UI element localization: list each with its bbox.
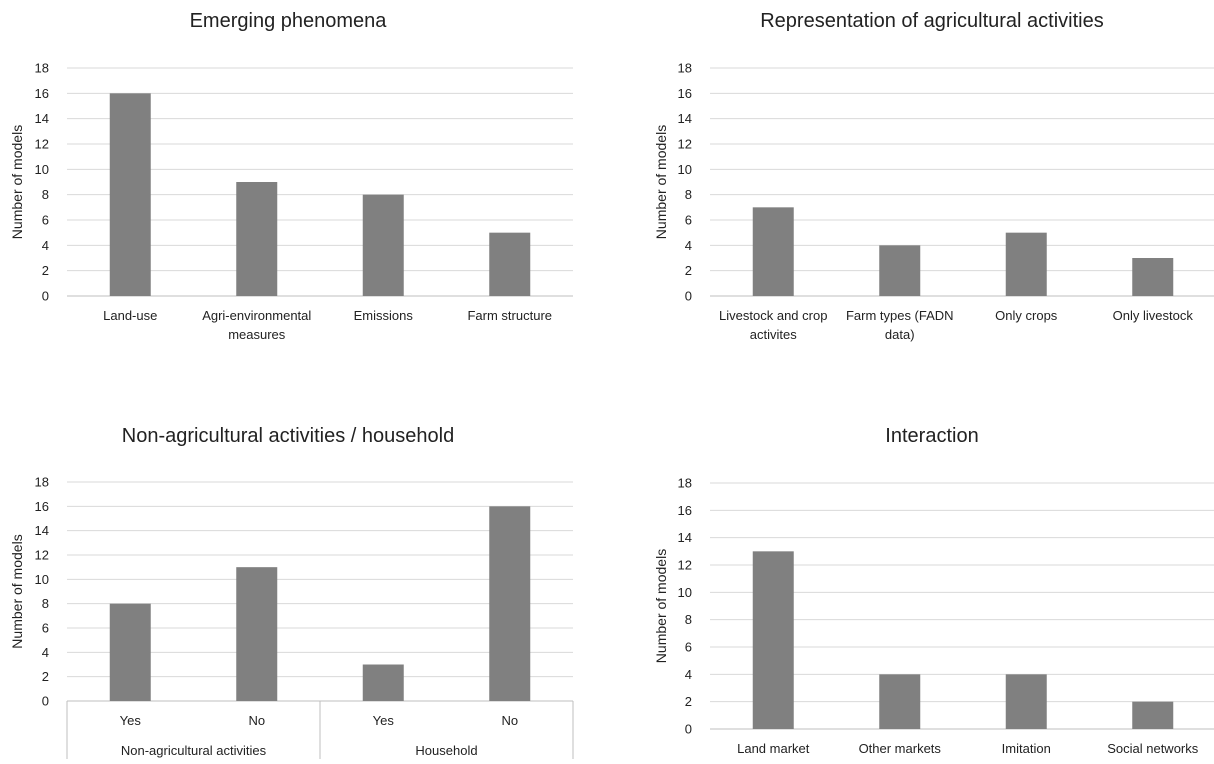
category-label: data)	[885, 327, 915, 342]
y-axis-label: Number of models	[9, 534, 25, 648]
bar	[1132, 701, 1174, 729]
y-tick-label: 0	[685, 722, 692, 737]
category-label: Emissions	[354, 308, 414, 323]
category-label: Yes	[120, 713, 142, 728]
y-tick-label: 10	[678, 162, 692, 177]
y-tick-label: 18	[678, 61, 692, 76]
bar	[1005, 674, 1047, 729]
y-tick-label: 8	[685, 612, 692, 627]
bar	[1132, 258, 1174, 296]
y-tick-label: 16	[678, 86, 692, 101]
y-tick-label: 0	[42, 289, 49, 304]
y-tick-label: 12	[678, 558, 692, 573]
bar	[362, 664, 404, 701]
y-tick-label: 4	[42, 645, 49, 660]
bar	[752, 207, 794, 296]
y-tick-label: 8	[42, 596, 49, 611]
category-label: activites	[750, 327, 797, 342]
y-tick-label: 16	[35, 499, 49, 514]
y-tick-label: 18	[678, 476, 692, 491]
category-label: Only livestock	[1113, 308, 1194, 323]
y-tick-label: 14	[35, 111, 49, 126]
chart-panel-4: Interaction 0 2 4 6 8 10 12 14 16 18 Number of mode…	[653, 425, 1214, 756]
category-label: Agri-environmental	[202, 308, 311, 323]
y-tick-label: 2	[42, 669, 49, 684]
bar	[109, 603, 151, 701]
bar	[362, 194, 404, 296]
y-tick-label: 12	[678, 137, 692, 152]
bar	[1005, 232, 1047, 296]
bar	[879, 674, 921, 729]
group-label: Non-agricultural activities	[121, 743, 267, 758]
y-axis-label: Number of models	[653, 549, 669, 663]
y-tick-label: 16	[35, 86, 49, 101]
category-label: Only crops	[995, 308, 1058, 323]
category-label: Yes	[373, 713, 395, 728]
y-tick-label: 10	[35, 572, 49, 587]
y-tick-label: 18	[35, 61, 49, 76]
category-label: No	[248, 713, 265, 728]
category-label: No	[501, 713, 518, 728]
y-tick-label: 0	[42, 694, 49, 709]
y-tick-label: 6	[42, 621, 49, 636]
y-tick-label: 18	[35, 475, 49, 490]
y-tick-label: 16	[678, 503, 692, 518]
y-tick-label: 4	[685, 667, 692, 682]
y-tick-label: 8	[685, 187, 692, 202]
y-tick-label: 12	[35, 137, 49, 152]
y-tick-label: 0	[685, 289, 692, 304]
bar	[109, 93, 151, 296]
bar	[489, 232, 531, 296]
category-label: Farm structure	[467, 308, 552, 323]
y-axis-label: Number of models	[653, 125, 669, 239]
chart-title: Interaction	[885, 425, 978, 447]
category-label: Farm types (FADN	[846, 308, 954, 323]
y-tick-label: 4	[42, 238, 49, 253]
y-tick-label: 10	[35, 162, 49, 177]
y-tick-label: 6	[685, 213, 692, 228]
chart-title: Representation of agricultural activitie…	[760, 10, 1104, 32]
chart-panel-1: Emerging phenomena 0 2 4 6 8 10 12 14 16 18 Number …	[9, 10, 573, 342]
chart-panel-2: Representation of agricultural activitie…	[653, 10, 1214, 342]
y-tick-label: 10	[678, 585, 692, 600]
y-tick-label: 6	[685, 640, 692, 655]
y-tick-label: 12	[35, 548, 49, 563]
category-label: Land market	[737, 741, 810, 756]
y-tick-label: 4	[685, 238, 692, 253]
category-label: Social networks	[1107, 741, 1199, 756]
bar	[752, 551, 794, 729]
bar	[236, 567, 278, 701]
category-label: Imitation	[1002, 741, 1051, 756]
y-tick-label: 14	[678, 111, 692, 126]
bar	[489, 506, 531, 701]
y-tick-label: 2	[685, 694, 692, 709]
chart-title: Non-agricultural activities / household	[122, 425, 454, 447]
y-axis-label: Number of models	[9, 125, 25, 239]
bar	[236, 182, 278, 296]
y-tick-label: 14	[35, 523, 49, 538]
category-label: measures	[228, 327, 286, 342]
group-label: Household	[415, 743, 477, 758]
y-tick-label: 8	[42, 187, 49, 202]
category-label: Other markets	[859, 741, 942, 756]
y-tick-label: 2	[685, 263, 692, 278]
y-tick-label: 6	[42, 213, 49, 228]
bar	[879, 245, 921, 296]
category-label: Land-use	[103, 308, 157, 323]
category-label: Livestock and crop	[719, 308, 827, 323]
chart-panel-3: Non-agricultural activities / household 0…	[9, 425, 574, 759]
y-tick-label: 14	[678, 530, 692, 545]
chart-title: Emerging phenomena	[190, 10, 388, 32]
y-tick-label: 2	[42, 263, 49, 278]
